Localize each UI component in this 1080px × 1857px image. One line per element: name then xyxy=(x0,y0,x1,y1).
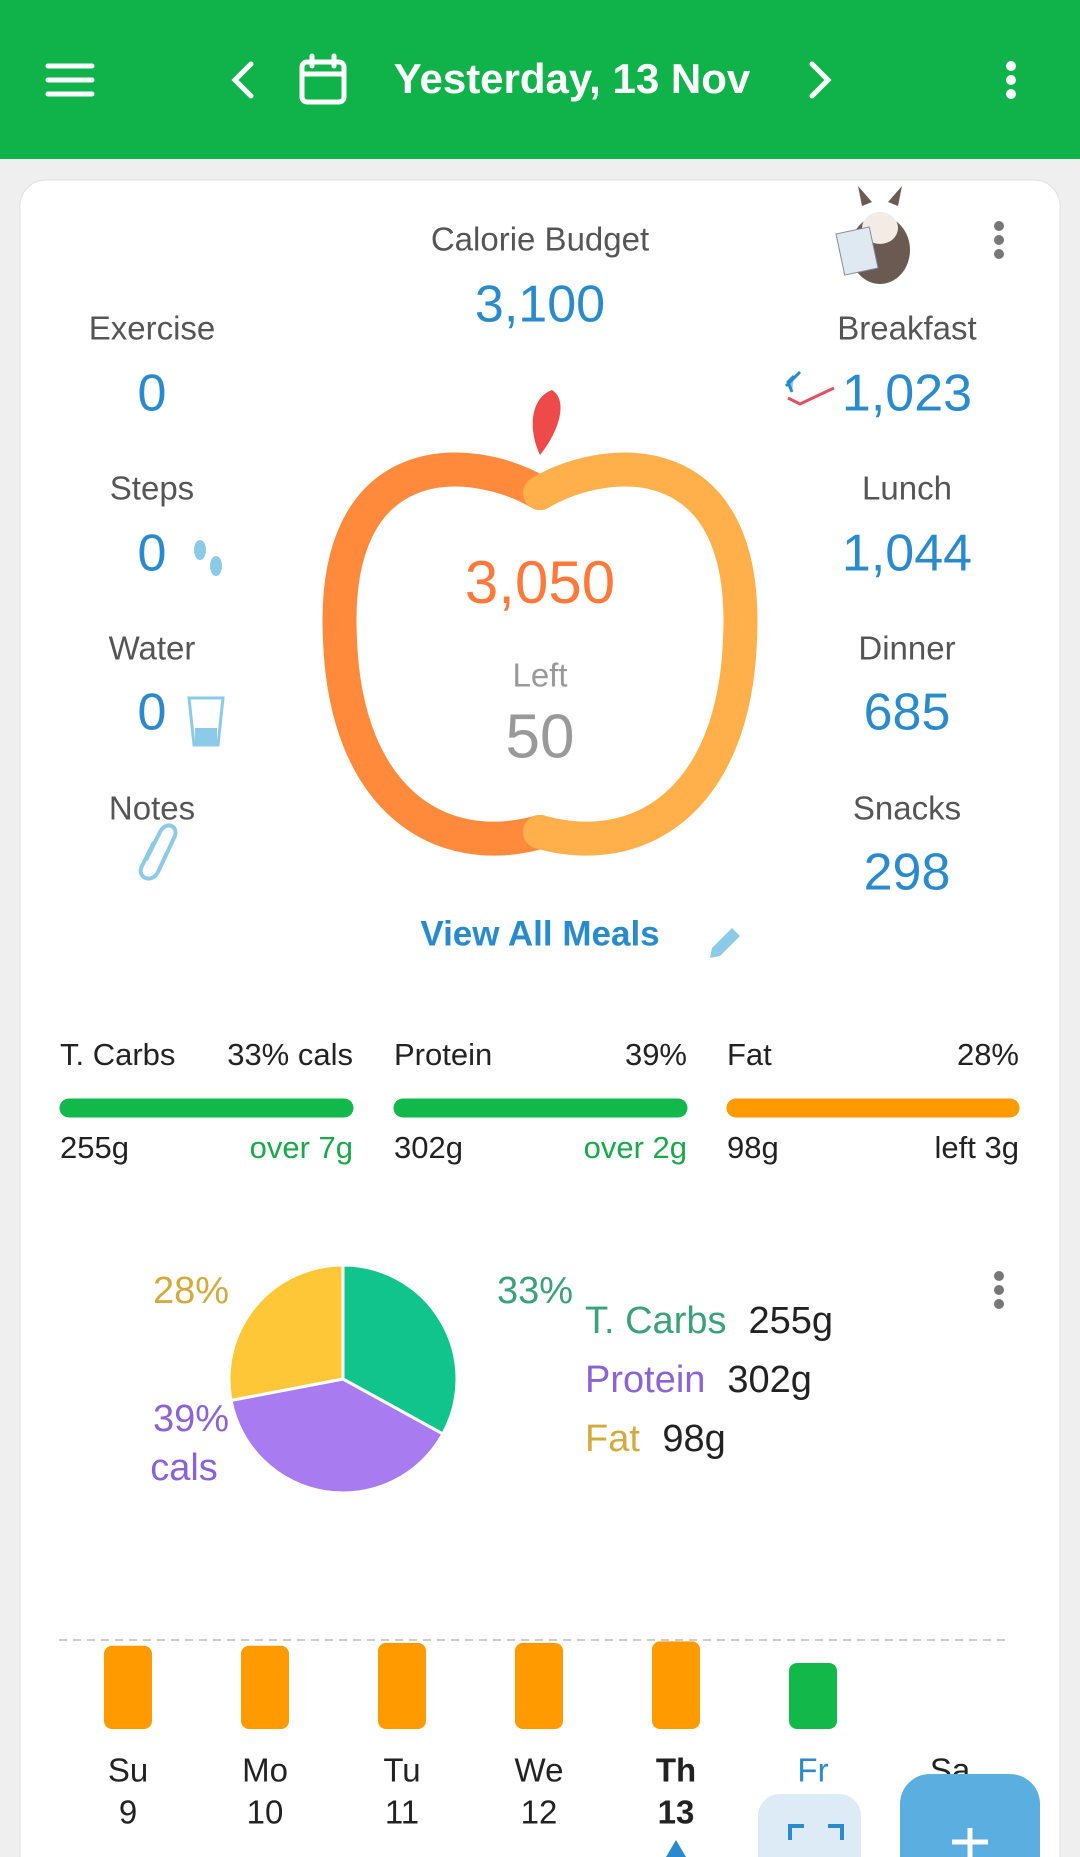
pie-label: 33% xyxy=(497,1270,573,1312)
macro-grams: 255g xyxy=(60,1130,129,1165)
meal-label: Lunch xyxy=(862,470,952,507)
next-day-button[interactable] xyxy=(809,61,832,99)
menu-button[interactable] xyxy=(45,63,95,97)
pie-label: 39% xyxy=(153,1398,229,1440)
meal-value: 685 xyxy=(864,684,951,742)
prev-day-button[interactable] xyxy=(231,61,254,99)
meal-label: Breakfast xyxy=(837,310,976,347)
legend-grams: 255g xyxy=(748,1300,833,1342)
day-bar xyxy=(515,1642,563,1729)
apple xyxy=(322,390,758,856)
stat-value: 0 xyxy=(138,525,167,583)
budget-value: 3,100 xyxy=(475,276,605,334)
card-menu-button[interactable] xyxy=(994,221,1004,259)
macro-percent: 33% cals xyxy=(227,1037,353,1072)
stat-value: 0 xyxy=(138,365,167,423)
left-label: Left xyxy=(512,657,567,694)
meal-value: 1,044 xyxy=(842,525,972,583)
stat-label: Steps xyxy=(110,470,194,507)
left-value: 50 xyxy=(506,702,575,771)
calendar-button[interactable] xyxy=(299,59,347,105)
macro-percent: 28% xyxy=(957,1037,1019,1072)
content: Exercise 0 Steps 0 Water 0 Notes Breakfast 1,023… xyxy=(59,310,1020,1857)
mascot xyxy=(835,186,910,284)
legend-grams: 98g xyxy=(662,1418,725,1460)
legend-grams: 302g xyxy=(727,1359,812,1401)
pie-slice xyxy=(341,1263,459,1436)
day-date: 10 xyxy=(247,1794,284,1831)
meal-label: Snacks xyxy=(853,790,961,827)
view-all-meals[interactable]: View All Meals xyxy=(420,914,659,953)
left-icons xyxy=(138,370,835,958)
fab-group xyxy=(758,1774,1040,1857)
macro-status: over 7g xyxy=(250,1130,353,1165)
legend-name: T. Carbs xyxy=(585,1300,726,1342)
day-name: Su xyxy=(108,1752,148,1789)
pie-unit-note: cals xyxy=(150,1447,218,1489)
app-bar-icons xyxy=(45,53,832,105)
scan-button[interactable] xyxy=(758,1794,861,1857)
day-date: 12 xyxy=(521,1794,558,1831)
day-name: Th xyxy=(656,1752,696,1789)
macro-name: T. Carbs xyxy=(60,1037,175,1072)
pie-slice xyxy=(229,1377,445,1495)
budget-label: Calorie Budget xyxy=(431,221,649,258)
day-name: Fr xyxy=(797,1752,828,1789)
meal-value: 298 xyxy=(864,844,951,902)
macro-grams: 302g xyxy=(394,1130,463,1165)
selected-day-marker xyxy=(666,1840,686,1857)
day-bar xyxy=(104,1645,152,1729)
more-button[interactable] xyxy=(1006,61,1016,99)
day-name: Mo xyxy=(242,1752,288,1789)
date-title[interactable]: Yesterday, 13 Nov xyxy=(394,55,751,102)
pie-menu-dot xyxy=(994,1299,1004,1309)
day-bar xyxy=(378,1642,426,1729)
day-name: We xyxy=(515,1752,564,1789)
add-button[interactable] xyxy=(900,1774,1040,1857)
pie-menu-dot xyxy=(994,1271,1004,1281)
pie-label: 28% xyxy=(153,1270,229,1312)
day-date: 13 xyxy=(658,1794,695,1831)
macro-status: over 2g xyxy=(584,1130,687,1165)
macro-name: Protein xyxy=(394,1037,492,1072)
legend-name: Fat xyxy=(585,1418,640,1460)
macro-grams: 98g xyxy=(727,1130,779,1165)
eaten-value: 3,050 xyxy=(465,549,615,616)
stat-label: Exercise xyxy=(89,310,216,347)
day-name: Tu xyxy=(383,1752,420,1789)
day-bar xyxy=(241,1645,289,1729)
day-bar xyxy=(789,1662,837,1729)
macro-status: left 3g xyxy=(935,1130,1019,1165)
macro-percent: 39% xyxy=(625,1037,687,1072)
stat-value: 0 xyxy=(138,684,167,742)
legend-name: Protein xyxy=(585,1359,705,1401)
meal-value: 1,023 xyxy=(842,365,972,423)
day-date: 9 xyxy=(119,1794,137,1831)
pie-menu-dot xyxy=(994,1285,1004,1295)
day-date: 11 xyxy=(385,1794,419,1831)
meal-label: Dinner xyxy=(858,630,955,667)
day-bar xyxy=(652,1641,700,1729)
macro-name: Fat xyxy=(727,1037,772,1072)
stat-label: Notes xyxy=(109,790,195,827)
stat-label: Water xyxy=(109,630,196,667)
calendar-glyph xyxy=(299,53,347,77)
pie-slice xyxy=(227,1263,345,1403)
app-bar xyxy=(0,0,1080,159)
